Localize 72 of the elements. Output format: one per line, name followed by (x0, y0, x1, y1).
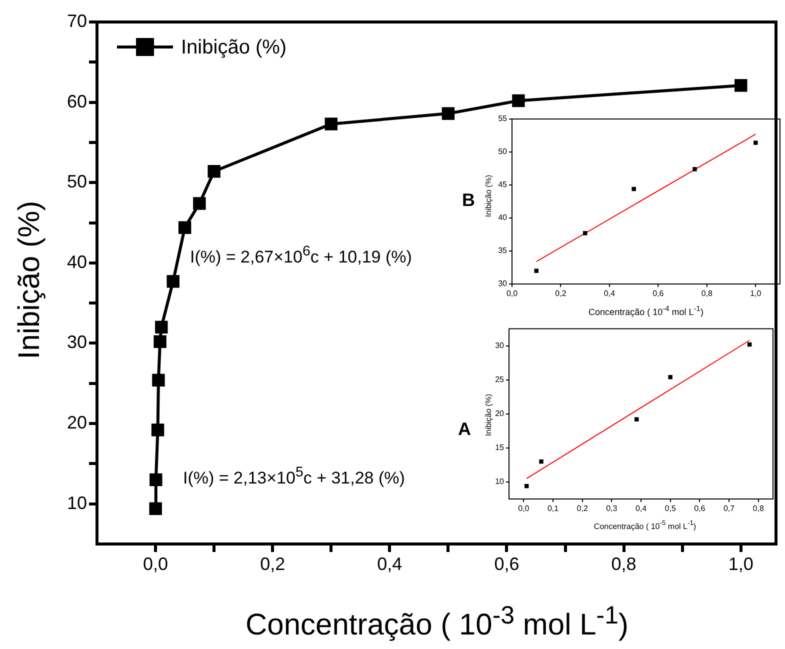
y-tick-label: 30 (498, 279, 508, 288)
y-tick-label: 25 (495, 375, 505, 384)
point (152, 374, 165, 387)
y-tick-label: 40 (498, 213, 508, 222)
point (166, 275, 180, 288)
x-tick-label: 0,0 (143, 554, 168, 574)
point (193, 197, 206, 210)
x-tick-label: 0,0 (518, 504, 530, 514)
x-tick-label: 0,4 (635, 504, 648, 514)
x-axis-title: Concentração ( 10$^{-3}$ mol L$^{-1}$) (246, 602, 628, 642)
x-tick-label: 0,6 (694, 504, 706, 514)
x-tick-label: 0,6 (652, 289, 664, 298)
point (534, 268, 538, 273)
x-axis-title: Concentração ( 10$^{-4}$ mol L$^{-1}$) (588, 304, 704, 317)
point (150, 473, 162, 486)
y-axis-title: Inibição (%) (484, 394, 493, 436)
x-axis-title: Concentração ( 10$^{-5}$ mol L$^{-1}$) (594, 520, 696, 531)
x-tick-label: 0,2 (576, 504, 588, 514)
y-tick-label: 20 (66, 412, 87, 433)
y-tick-label: 10 (495, 477, 505, 486)
annotation: B (462, 190, 475, 210)
annotation: A (458, 419, 471, 439)
x-tick-label: 1,0 (750, 289, 762, 298)
x-tick-label: 0,3 (606, 504, 618, 514)
y-tick-label: 40 (66, 252, 87, 272)
x-tick-label: 1,0 (728, 554, 754, 574)
y-tick-label: 50 (66, 172, 87, 192)
legend-label: Inibição (%) (181, 36, 287, 59)
point (151, 424, 164, 436)
y-tick-label: 30 (66, 332, 87, 352)
x-tick-label: 0,7 (723, 504, 736, 514)
annotation: I(%) = 2,67×10$^{6}$c + 10,19 (%) (190, 244, 412, 266)
y-tick-label: 30 (495, 341, 505, 350)
y-tick-label: 15 (495, 443, 505, 452)
x-tick-label: 0,6 (494, 554, 520, 574)
y-tick-label: 50 (498, 147, 508, 156)
x-tick-label: 0,4 (604, 289, 616, 298)
y-tick-label: 10 (66, 492, 87, 513)
y-tick-label: 55 (498, 114, 508, 124)
point (178, 221, 192, 234)
y-axis-title: Inibição (%) (484, 174, 493, 218)
x-tick-label: 0,2 (260, 554, 286, 574)
x-tick-label: 0,1 (547, 504, 560, 514)
y-tick-label: 45 (498, 180, 508, 190)
point (154, 335, 166, 348)
point (582, 231, 588, 236)
x-tick-label: 0,8 (611, 554, 636, 574)
point (632, 186, 636, 192)
point (512, 94, 525, 108)
y-tick-label: 70 (66, 10, 87, 31)
point (668, 375, 672, 380)
y-tick-label: 20 (495, 409, 505, 418)
point (539, 459, 544, 464)
annotation: I(%) = 2,13×10$^{5}$c + 31,28 (%) (183, 464, 405, 488)
x-tick-label: 0,0 (506, 289, 518, 298)
x-tick-label: 0,5 (664, 504, 676, 514)
x-tick-label: 0,4 (377, 554, 402, 574)
x-tick-label: 0,8 (701, 289, 714, 298)
point (155, 320, 168, 334)
point (149, 502, 162, 516)
point (634, 417, 639, 422)
point (442, 107, 455, 120)
y-axis-title: Inibição (%) (13, 200, 46, 360)
point (734, 79, 748, 92)
point (208, 165, 220, 178)
point (692, 167, 697, 172)
y-tick-label: 35 (498, 246, 508, 256)
point (754, 140, 758, 145)
point (324, 118, 338, 130)
y-tick-label: 60 (66, 91, 87, 112)
x-tick-label: 0,8 (752, 504, 764, 514)
x-tick-label: 0,2 (555, 289, 567, 298)
